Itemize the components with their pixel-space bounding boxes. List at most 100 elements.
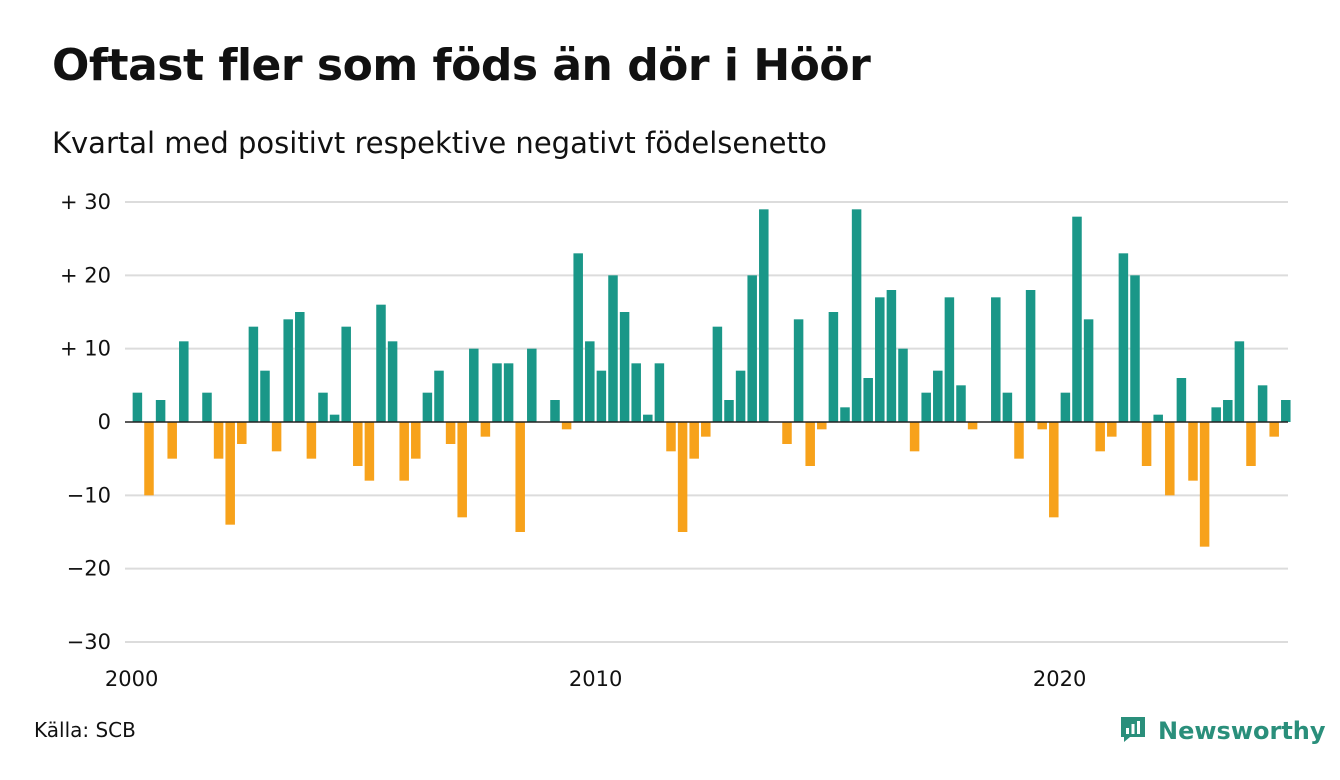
x-tick-label: 2000 [105, 667, 158, 691]
bar-2010-k4 [631, 363, 641, 422]
bar-2021-k2 [1118, 253, 1129, 422]
bar-2022-k2 [1165, 422, 1175, 496]
bar-2011-k1 [643, 414, 653, 422]
bar-2015-k2 [840, 407, 850, 422]
bar-2008-k1 [503, 363, 514, 422]
bars [132, 209, 1291, 547]
bar-2006-k3 [434, 370, 444, 422]
y-axis-labels: + 30 + 20 + 10 0 −10 −20 −30 [60, 190, 111, 654]
bar-2012-k1 [689, 422, 699, 459]
bar-2007-k1 [457, 422, 467, 518]
bar-2000-k1 [132, 392, 143, 422]
bar-2004-k1 [318, 392, 328, 422]
bar-2017-k1 [921, 392, 931, 422]
bar-2024-k2 [1257, 385, 1268, 422]
bar-2014-k3 [805, 422, 815, 466]
bar-2021-k3 [1130, 275, 1140, 422]
y-tick-label: + 10 [60, 337, 111, 361]
bar-2024-k4 [1281, 400, 1291, 422]
newsworthy-logo-icon [1118, 714, 1148, 748]
bar-2018-k4 [1002, 392, 1013, 422]
bar-2022-k3 [1176, 378, 1187, 422]
bar-2014-k2 [793, 319, 804, 422]
bar-2010-k3 [619, 312, 630, 422]
bar-2007-k2 [469, 348, 479, 422]
bar-2001-k4 [213, 422, 224, 459]
bar-2013-k3 [759, 209, 769, 422]
chart-subtitle: Kvartal med positivt respektive negativt… [52, 126, 827, 160]
bar-2013-k2 [747, 275, 757, 422]
bar-2003-k4 [306, 422, 317, 459]
bar-2019-k3 [1037, 422, 1047, 430]
bar-2009-k3 [573, 253, 583, 422]
bar-2019-k4 [1049, 422, 1059, 518]
bar-2006-k1 [411, 422, 421, 459]
bar-2017-k2 [933, 370, 943, 422]
bar-2007-k3 [480, 422, 491, 437]
x-tick-label: 2010 [569, 667, 622, 691]
y-tick-label: 0 [98, 410, 111, 434]
bar-2023-k2 [1211, 407, 1221, 422]
bar-2019-k2 [1025, 290, 1036, 422]
chart-title: Oftast fler som föds än dör i Höör [52, 40, 871, 91]
x-tick-label: 2020 [1033, 667, 1086, 691]
bar-2008-k2 [515, 422, 525, 532]
bar-2014-k1 [782, 422, 792, 444]
bar-2003-k2 [283, 319, 293, 422]
bar-2016-k3 [898, 348, 908, 422]
bar-2017-k3 [944, 297, 955, 422]
bar-2009-k4 [585, 341, 595, 422]
bar-2005-k4 [399, 422, 409, 481]
bar-2006-k4 [445, 422, 456, 444]
bar-2024-k1 [1246, 422, 1256, 466]
bar-2003-k1 [271, 422, 282, 452]
source-note: Källa: SCB [34, 718, 136, 742]
bar-2004-k4 [353, 422, 363, 466]
bar-2007-k4 [492, 363, 502, 422]
bar-2019-k1 [1014, 422, 1024, 459]
bar-2005-k1 [364, 422, 375, 481]
bar-2016-k1 [875, 297, 885, 422]
bar-2000-k4 [167, 422, 177, 459]
bar-2024-k3 [1269, 422, 1279, 437]
bar-2005-k3 [387, 341, 398, 422]
bar-2001-k1 [179, 341, 189, 422]
bar-2009-k1 [550, 400, 560, 422]
bar-2006-k2 [422, 392, 433, 422]
bar-2015-k4 [863, 378, 873, 422]
bar-2000-k3 [155, 400, 166, 422]
brand-name: Newsworthy [1158, 717, 1326, 745]
bar-2023-k1 [1199, 422, 1210, 547]
bar-2003-k3 [295, 312, 305, 422]
bar-2015-k3 [851, 209, 862, 422]
bar-2004-k3 [341, 326, 351, 422]
bar-2002-k1 [225, 422, 235, 525]
bar-2011-k2 [654, 363, 665, 422]
bar-2001-k3 [202, 392, 212, 422]
x-axis-labels: 2000 2010 2020 [105, 667, 1086, 691]
bar-2020-k3 [1083, 319, 1094, 422]
bar-2023-k3 [1223, 400, 1233, 422]
bar-2008-k3 [527, 348, 537, 422]
bar-2012-k3 [712, 326, 723, 422]
bar-2002-k3 [248, 326, 259, 422]
bar-2012-k4 [724, 400, 734, 422]
bar-2018-k3 [991, 297, 1001, 422]
brand[interactable]: Newsworthy [1118, 714, 1326, 748]
bar-2014-k4 [817, 422, 827, 430]
bar-2016-k2 [886, 290, 897, 422]
bar-2011-k3 [666, 422, 676, 452]
bar-2012-k2 [701, 422, 711, 437]
bar-2020-k4 [1095, 422, 1105, 452]
bar-2020-k2 [1072, 216, 1082, 422]
y-tick-label: −30 [67, 630, 111, 654]
bar-2010-k1 [596, 370, 607, 422]
bar-2002-k4 [260, 370, 270, 422]
bar-2013-k1 [735, 370, 746, 422]
bar-2021-k1 [1107, 422, 1117, 437]
y-tick-label: + 20 [60, 263, 111, 287]
bar-2004-k2 [329, 414, 340, 422]
bar-2009-k2 [561, 422, 572, 430]
bar-2005-k2 [376, 304, 386, 422]
